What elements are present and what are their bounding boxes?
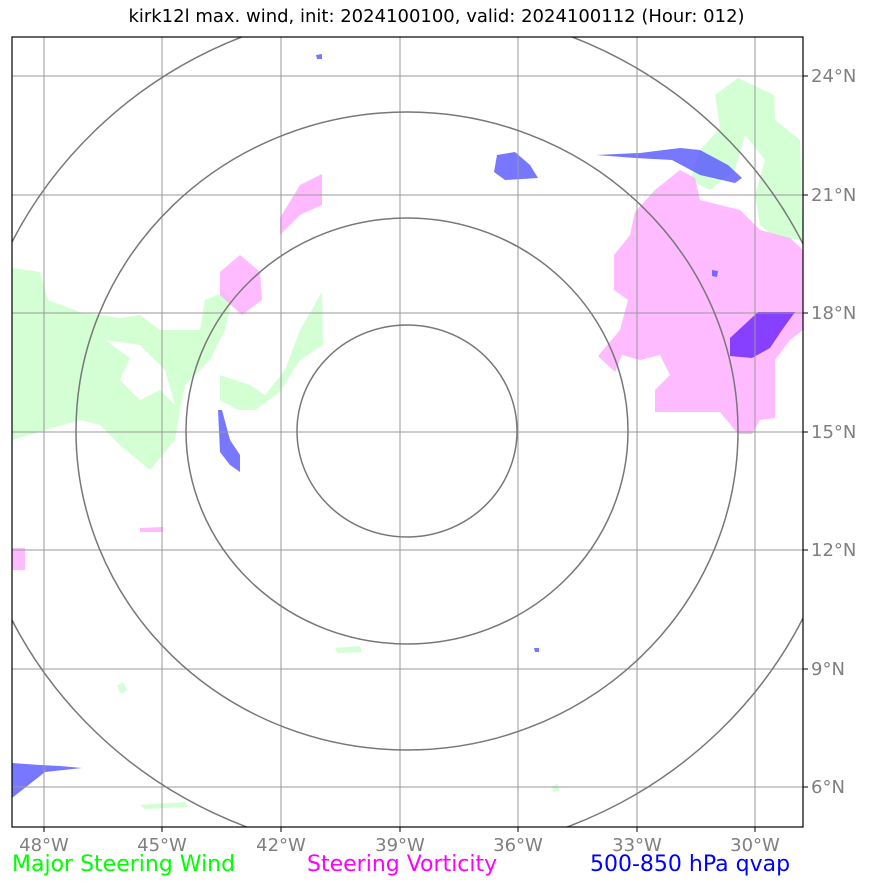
qvap-area-4 — [12, 763, 82, 798]
longitude-labels: 48°W 45°W 42°W 39°W 36°W 33°W 30°W — [19, 835, 780, 856]
range-ring-3 — [75, 111, 739, 751]
qvap-area-2 — [494, 152, 538, 180]
wind-speck-4 — [552, 784, 559, 792]
wind-area-west — [12, 268, 232, 470]
wind-speck-3 — [140, 802, 188, 809]
tick-marks — [43, 75, 808, 832]
lon-label-48w: 48°W — [19, 835, 69, 856]
lat-label-21n: 21°N — [811, 185, 856, 206]
lon-label-39w: 39°W — [375, 835, 425, 856]
range-rings — [12, 37, 803, 827]
steering-vorticity-layer — [12, 170, 803, 570]
wind-area-northeast — [690, 78, 803, 240]
lat-label-12n: 12°N — [811, 540, 856, 561]
qvap-speck-2 — [712, 270, 718, 277]
lat-label-6n: 6°N — [811, 777, 845, 798]
range-ring-1 — [296, 324, 518, 538]
vorticity-speck-2 — [12, 548, 25, 570]
lon-label-36w: 36°W — [493, 835, 543, 856]
qvap-area-1 — [596, 148, 742, 183]
wind-speck-2 — [117, 682, 127, 694]
qvap-speck-3 — [534, 648, 539, 652]
lon-label-30w: 30°W — [730, 835, 780, 856]
vorticity-area-north — [280, 174, 322, 235]
lat-label-24n: 24°N — [811, 66, 856, 87]
map-plot-area — [12, 37, 803, 827]
vorticity-area-east — [598, 170, 803, 434]
vorticity-speck-1 — [140, 527, 163, 532]
range-ring-2 — [185, 217, 629, 645]
wind-area-center — [220, 292, 323, 410]
vorticity-area-mid — [220, 255, 262, 315]
lon-label-42w: 42°W — [256, 835, 306, 856]
steering-wind-layer — [12, 78, 803, 809]
wind-speck-1 — [335, 646, 362, 653]
lat-label-18n: 18°N — [811, 303, 856, 324]
lon-label-45w: 45°W — [137, 835, 187, 856]
map-title: kirk12l max. wind, init: 2024100100, val… — [128, 6, 745, 27]
legend-qvap: 500-850 hPa qvap — [590, 852, 791, 877]
qvap-speck-1 — [316, 54, 322, 59]
latitude-labels: 24°N 21°N 18°N 15°N 12°N 9°N 6°N — [811, 66, 856, 798]
qvap-layer — [12, 54, 742, 798]
lon-label-33w: 33°W — [612, 835, 662, 856]
legend-steering-vorticity: Steering Vorticity — [307, 852, 498, 877]
lat-label-15n: 15°N — [811, 422, 856, 443]
legend-steering-wind: Major Steering Wind — [12, 852, 236, 877]
qvap-area-3 — [218, 410, 240, 472]
lat-label-9n: 9°N — [811, 659, 845, 680]
qvap-dense-core — [730, 312, 795, 358]
